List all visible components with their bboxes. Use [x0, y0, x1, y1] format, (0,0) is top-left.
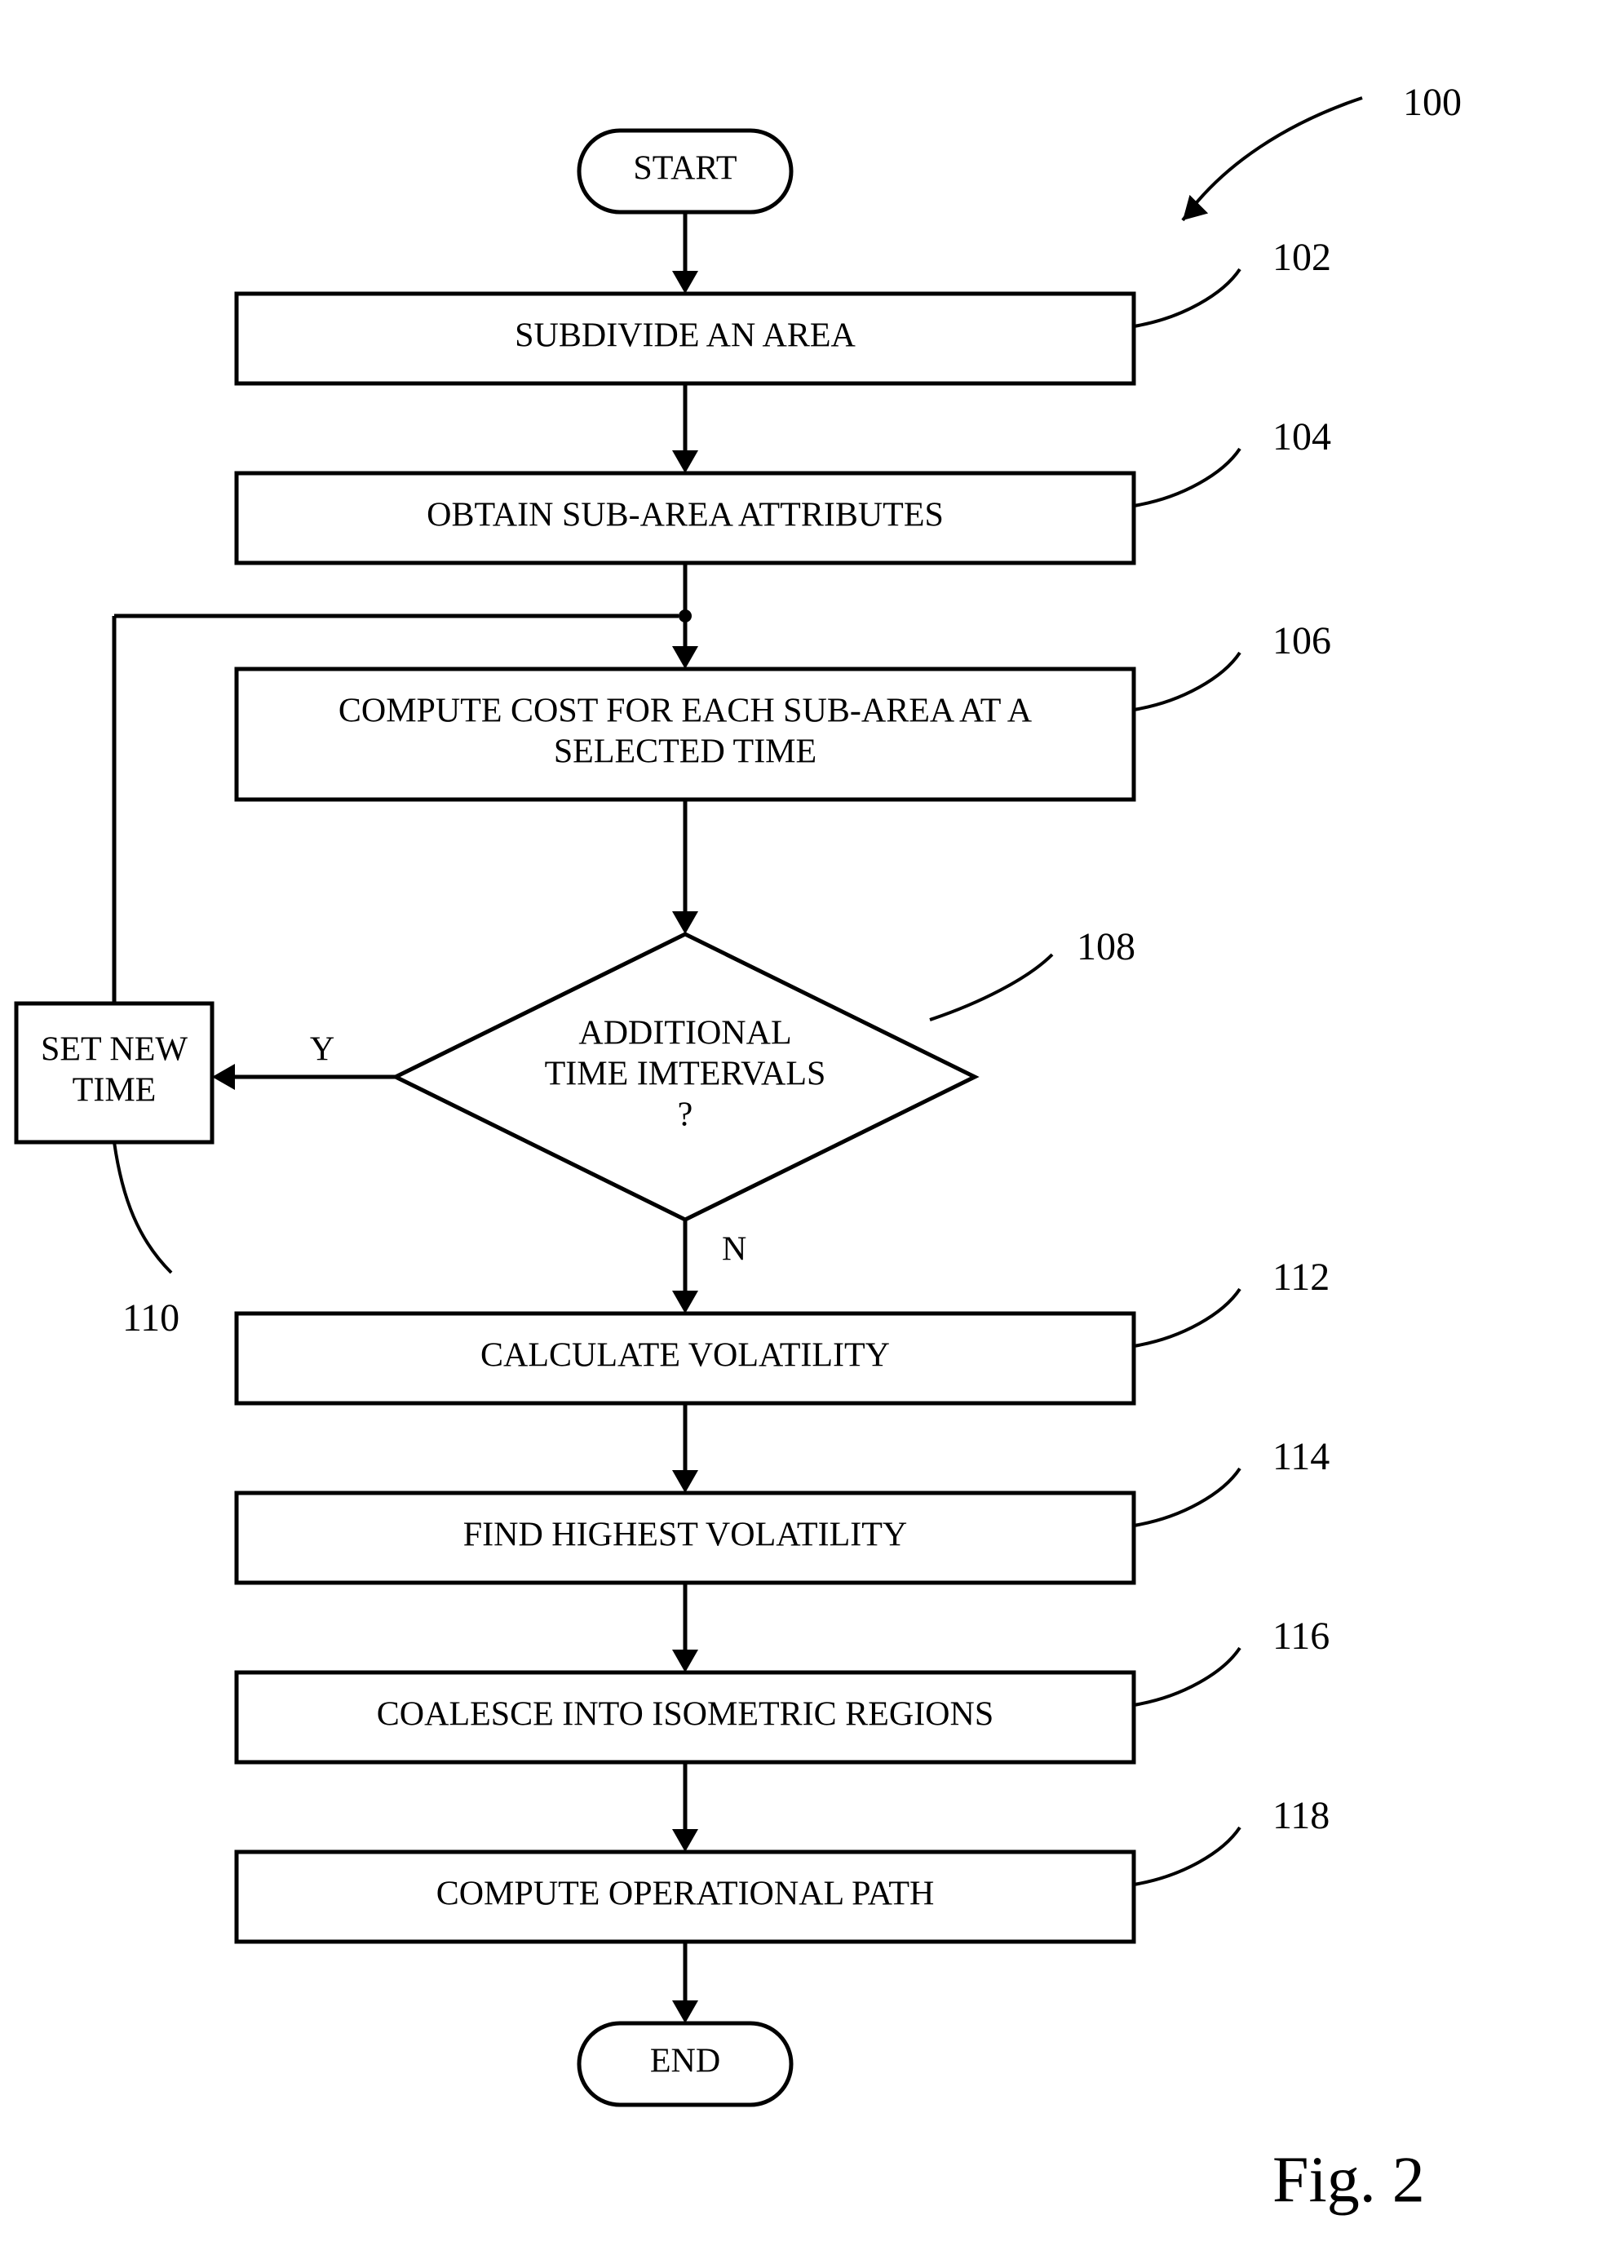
label-n108: 108	[1077, 925, 1135, 968]
decision-108-l2: TIME IMTERVALS	[545, 1056, 826, 1093]
label-n118: 118	[1272, 1794, 1330, 1837]
label-n104: 104	[1272, 415, 1331, 458]
leader-n112	[1134, 1289, 1240, 1346]
end-label: END	[650, 2043, 720, 2080]
leader-n110	[114, 1142, 171, 1273]
leader-n104	[1134, 449, 1240, 506]
box-114-text-0: FIND HIGHEST VOLATILITY	[463, 1517, 907, 1554]
box-110-l2: TIME	[73, 1072, 157, 1110]
box-106-text-1: SELECTED TIME	[554, 733, 816, 771]
label-n114: 114	[1272, 1435, 1330, 1478]
box-102-text-0: SUBDIVIDE AN AREA	[515, 317, 856, 355]
start-label: START	[633, 150, 737, 188]
label-n102: 102	[1272, 236, 1331, 279]
edge-no-label: N	[722, 1231, 746, 1269]
decision-108-l1: ADDITIONAL	[578, 1015, 791, 1052]
box-104-text-0: OBTAIN SUB-AREA ATTRIBUTES	[427, 497, 944, 534]
leader-n118	[1134, 1827, 1240, 1885]
figure-caption: Fig. 2	[1272, 2144, 1425, 2216]
box-112-text-0: CALCULATE VOLATILITY	[480, 1337, 890, 1375]
box-118-text-0: COMPUTE OPERATIONAL PATH	[436, 1876, 935, 1913]
label-n112: 112	[1272, 1256, 1330, 1299]
leader-n114	[1134, 1468, 1240, 1526]
leader-n116	[1134, 1648, 1240, 1705]
decision-108-l3: ?	[678, 1096, 693, 1134]
label-n116: 116	[1272, 1615, 1330, 1658]
leader-n106	[1134, 653, 1240, 710]
leader-n108	[930, 955, 1052, 1020]
box-116-text-0: COALESCE INTO ISOMETRIC REGIONS	[377, 1696, 993, 1734]
leader-n102	[1134, 269, 1240, 326]
box-106-text-0: COMPUTE COST FOR EACH SUB-AREA AT A	[339, 693, 1033, 730]
ref-arrow-100	[1183, 98, 1362, 220]
label-n110: 110	[122, 1296, 179, 1340]
box-110-l1: SET NEW	[41, 1031, 188, 1069]
ref-label-100: 100	[1403, 81, 1462, 124]
edge-yes-label: Y	[310, 1031, 334, 1069]
label-n106: 106	[1272, 619, 1331, 662]
